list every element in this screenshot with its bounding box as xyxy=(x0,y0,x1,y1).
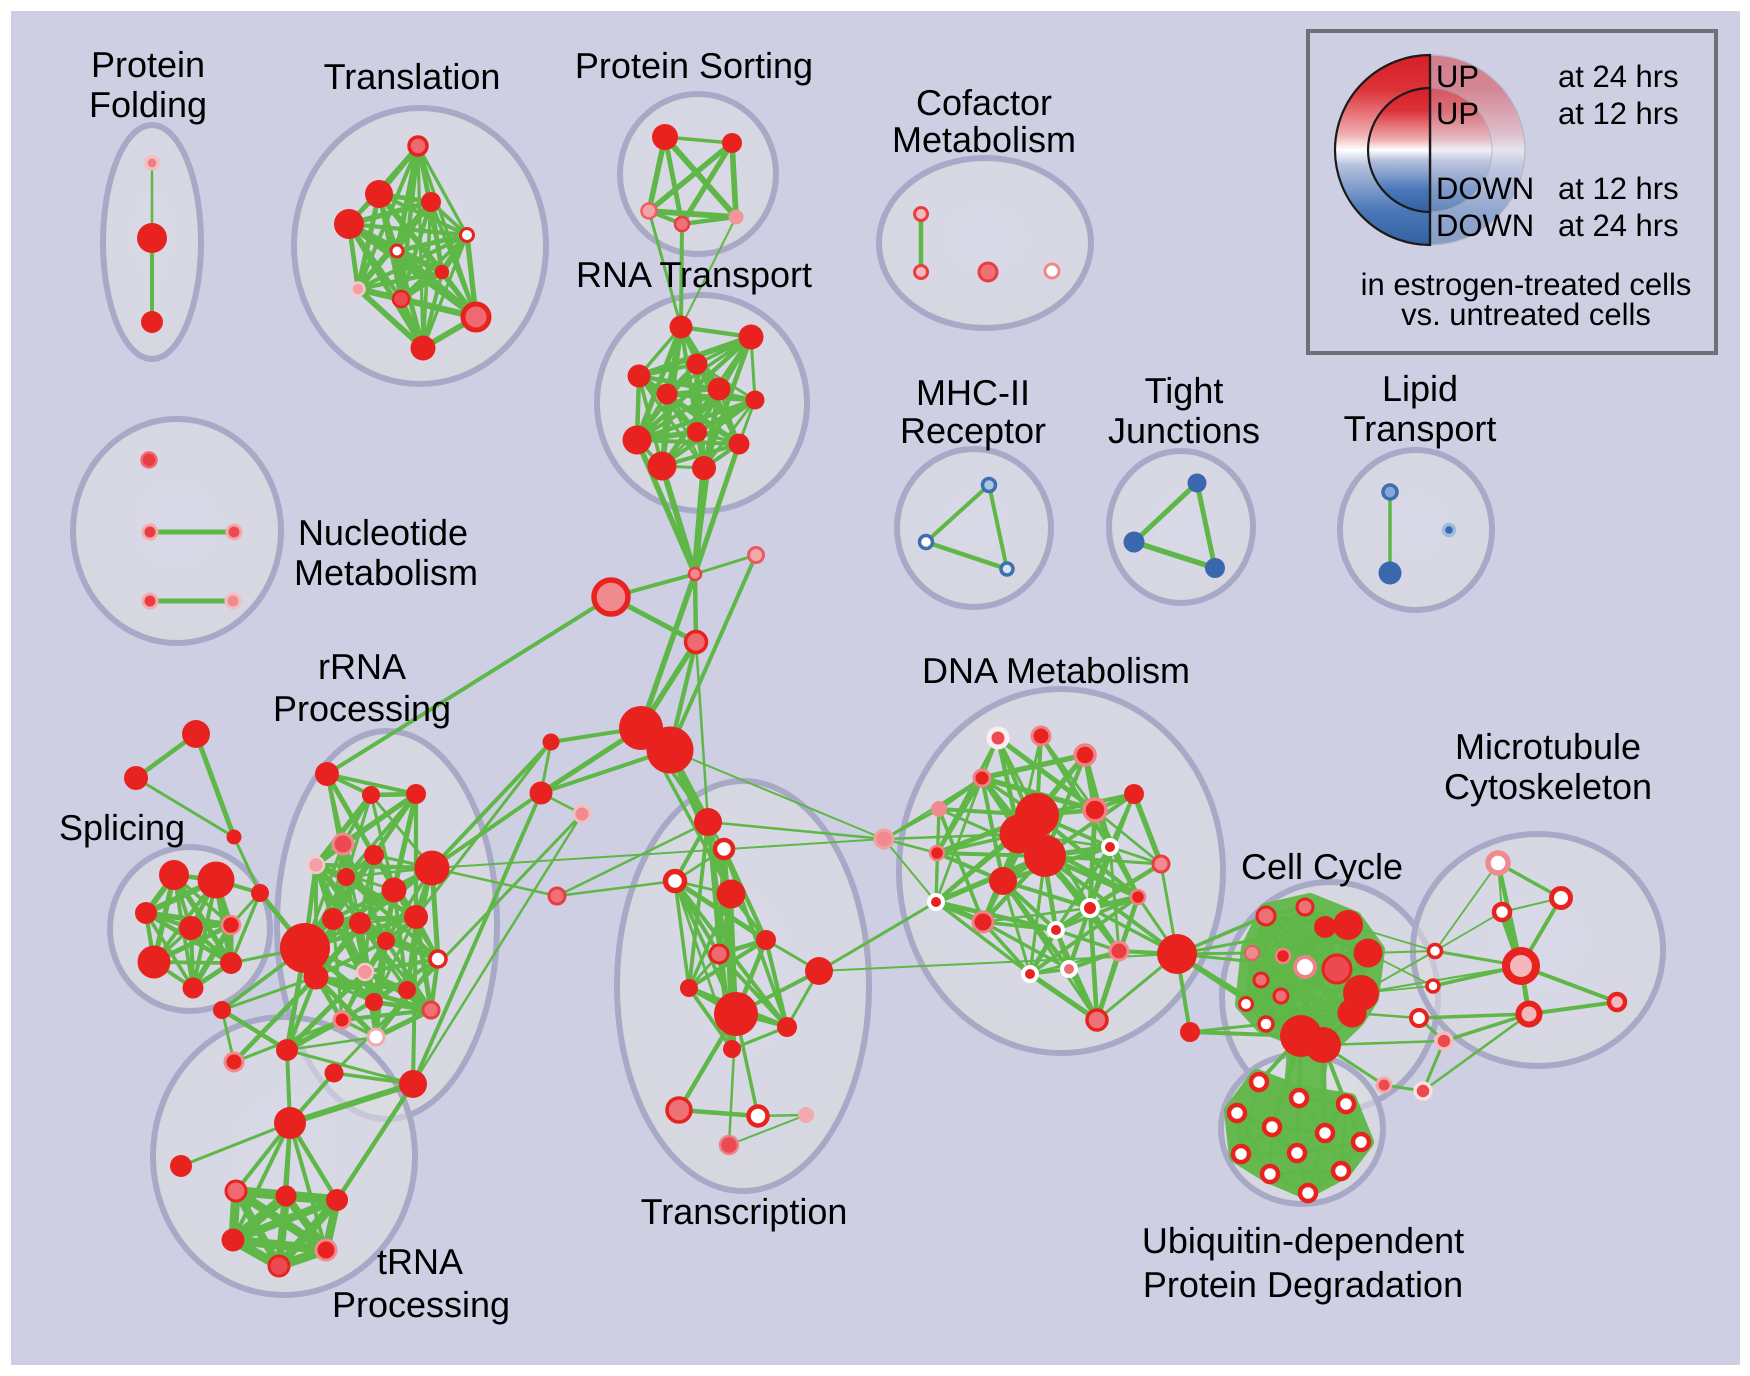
svg-text:MHC-II: MHC-II xyxy=(916,372,1030,413)
svg-text:vs. untreated cells: vs. untreated cells xyxy=(1401,297,1651,332)
svg-text:RNA Transport: RNA Transport xyxy=(576,254,812,295)
svg-text:Transport: Transport xyxy=(1344,408,1497,449)
svg-text:Processing: Processing xyxy=(273,688,451,729)
svg-text:rRNA: rRNA xyxy=(318,646,406,687)
svg-text:Metabolism: Metabolism xyxy=(892,119,1076,160)
svg-text:Transcription: Transcription xyxy=(641,1191,848,1232)
svg-text:at 12 hrs: at 12 hrs xyxy=(1558,171,1679,206)
svg-text:Folding: Folding xyxy=(89,84,207,125)
svg-text:Metabolism: Metabolism xyxy=(294,552,478,593)
svg-text:Receptor: Receptor xyxy=(900,410,1046,451)
svg-text:Junctions: Junctions xyxy=(1108,410,1260,451)
svg-text:at 24 hrs: at 24 hrs xyxy=(1558,208,1679,243)
svg-text:UP: UP xyxy=(1436,59,1479,94)
svg-text:Tight: Tight xyxy=(1145,370,1224,411)
svg-text:DNA Metabolism: DNA Metabolism xyxy=(922,650,1190,691)
svg-text:Cofactor: Cofactor xyxy=(916,82,1052,123)
svg-text:in estrogen-treated cells: in estrogen-treated cells xyxy=(1361,267,1692,302)
svg-text:Lipid: Lipid xyxy=(1382,368,1458,409)
svg-text:Protein: Protein xyxy=(91,44,205,85)
svg-text:at 24 hrs: at 24 hrs xyxy=(1558,59,1679,94)
svg-text:tRNA: tRNA xyxy=(377,1241,463,1282)
svg-text:DOWN: DOWN xyxy=(1436,171,1534,206)
svg-text:Nucleotide: Nucleotide xyxy=(298,512,468,553)
svg-text:Protein Degradation: Protein Degradation xyxy=(1143,1264,1463,1305)
svg-text:UP: UP xyxy=(1436,96,1479,131)
svg-text:Cytoskeleton: Cytoskeleton xyxy=(1444,766,1652,807)
svg-text:Processing: Processing xyxy=(332,1284,510,1325)
svg-text:Cell Cycle: Cell Cycle xyxy=(1241,846,1403,887)
svg-text:DOWN: DOWN xyxy=(1436,208,1534,243)
svg-text:at 12 hrs: at 12 hrs xyxy=(1558,96,1679,131)
svg-text:Translation: Translation xyxy=(324,56,501,97)
svg-text:Ubiquitin-dependent: Ubiquitin-dependent xyxy=(1142,1220,1464,1261)
svg-text:Splicing: Splicing xyxy=(59,807,185,848)
svg-text:Microtubule: Microtubule xyxy=(1455,726,1641,767)
svg-text:Protein Sorting: Protein Sorting xyxy=(575,45,813,86)
